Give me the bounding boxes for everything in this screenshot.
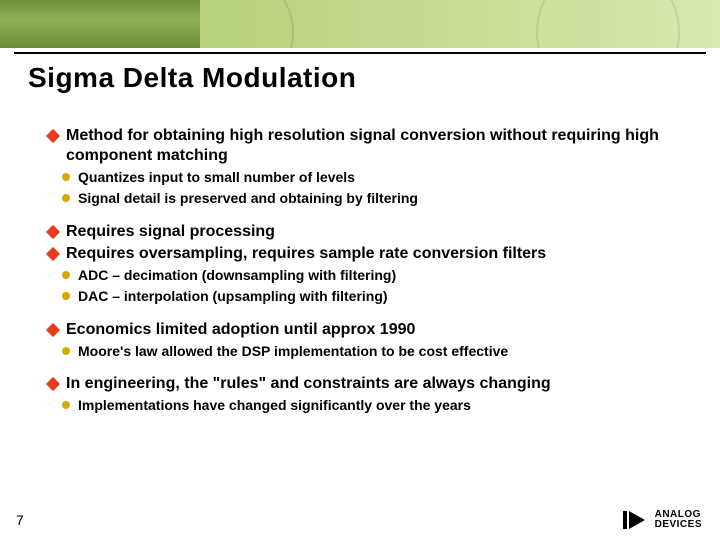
bullet-lvl2: ADC – decimation (downsampling with filt…	[62, 266, 690, 285]
bullet-lvl2-text: Implementations have changed significant…	[78, 397, 471, 413]
logo-mark	[623, 511, 649, 529]
dot-icon	[62, 271, 70, 279]
bullet-lvl1: Economics limited adoption until approx …	[48, 320, 690, 340]
dot-icon	[62, 292, 70, 300]
bullet-lvl1: Method for obtaining high resolution sig…	[48, 126, 690, 166]
bullet-lvl2: Signal detail is preserved and obtaining…	[62, 189, 690, 208]
bullet-lvl1-text: Method for obtaining high resolution sig…	[66, 127, 659, 164]
banner-right	[200, 0, 720, 48]
bullet-lvl2-text: DAC – interpolation (upsampling with fil…	[78, 288, 388, 304]
logo-line2: DEVICES	[655, 520, 702, 530]
bullet-lvl2: Quantizes input to small number of level…	[62, 168, 690, 187]
logo-text: ANALOG DEVICES	[655, 510, 702, 530]
diamond-icon	[46, 377, 60, 391]
diamond-icon	[46, 247, 60, 261]
bullet-lvl1: Requires signal processing	[48, 222, 690, 242]
bullet-lvl2-text: Quantizes input to small number of level…	[78, 169, 355, 185]
top-banner	[0, 0, 720, 48]
logo: ANALOG DEVICES	[623, 510, 702, 530]
page-number: 7	[16, 512, 24, 528]
content-area: Method for obtaining high resolution sig…	[48, 120, 690, 415]
diamond-icon	[46, 225, 60, 239]
dot-icon	[62, 347, 70, 355]
banner-left	[0, 0, 200, 48]
bullet-lvl1: Requires oversampling, requires sample r…	[48, 244, 690, 264]
bullet-lvl2: Implementations have changed significant…	[62, 396, 690, 415]
bullet-lvl1-text: Requires oversampling, requires sample r…	[66, 245, 546, 262]
bullet-lvl2: DAC – interpolation (upsampling with fil…	[62, 287, 690, 306]
bullet-lvl2: Moore's law allowed the DSP implementati…	[62, 342, 690, 361]
bullet-lvl1-text: Economics limited adoption until approx …	[66, 321, 415, 338]
dot-icon	[62, 401, 70, 409]
bullet-lvl2-text: Moore's law allowed the DSP implementati…	[78, 343, 508, 359]
bullet-lvl1: In engineering, the "rules" and constrai…	[48, 374, 690, 394]
bullet-lvl1-text: In engineering, the "rules" and constrai…	[66, 375, 551, 392]
diamond-icon	[46, 129, 60, 143]
slide-title: Sigma Delta Modulation	[28, 62, 356, 94]
bullet-lvl2-text: ADC – decimation (downsampling with filt…	[78, 267, 396, 283]
dot-icon	[62, 194, 70, 202]
bullet-lvl2-text: Signal detail is preserved and obtaining…	[78, 190, 418, 206]
diamond-icon	[46, 322, 60, 336]
bullet-lvl1-text: Requires signal processing	[66, 223, 275, 240]
dot-icon	[62, 173, 70, 181]
divider	[14, 52, 706, 54]
